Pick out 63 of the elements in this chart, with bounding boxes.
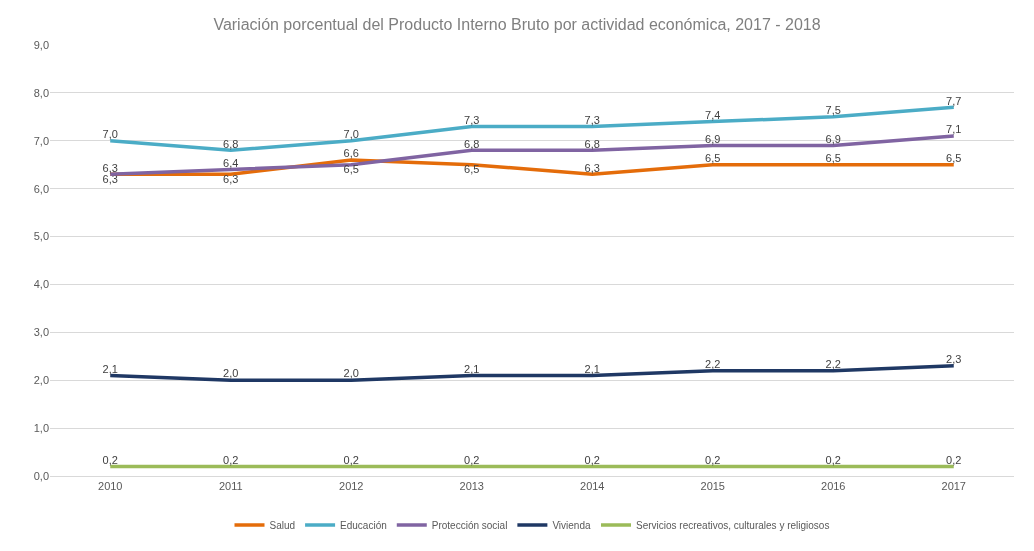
data-label: 6,8 <box>223 137 239 150</box>
x-tick-label: 2016 <box>821 480 846 493</box>
data-label: 2,2 <box>705 357 721 370</box>
x-tick-label: 2011 <box>218 480 243 493</box>
data-label: 6,9 <box>825 132 841 145</box>
data-label: 7,5 <box>825 104 841 117</box>
legend-label: Protección social <box>431 519 508 531</box>
y-tick-label: 4,0 <box>33 278 49 291</box>
data-label: 7,0 <box>343 128 359 141</box>
data-label: 7,0 <box>102 128 118 141</box>
legend-label: Vivienda <box>552 519 591 531</box>
data-label: 0,2 <box>946 453 962 466</box>
data-label: 6,5 <box>705 151 721 164</box>
data-label: 6,9 <box>705 132 721 145</box>
data-label: 2,1 <box>102 362 118 375</box>
data-label: 0,2 <box>825 453 841 466</box>
data-label: 2,3 <box>946 353 962 366</box>
legend-label: Servicios recreativos, culturales y religiosos <box>635 519 830 531</box>
y-tick-label: 6,0 <box>33 182 49 195</box>
y-tick-label: 2,0 <box>33 374 49 387</box>
x-tick-label: 2010 <box>98 480 123 493</box>
y-tick-label: 3,0 <box>33 326 49 339</box>
x-tick-label: 2015 <box>700 480 725 493</box>
data-label: 6,3 <box>584 161 600 174</box>
data-label: 6,4 <box>223 156 239 169</box>
data-label: 7,3 <box>584 113 600 126</box>
data-label: 6,5 <box>825 151 841 164</box>
data-label: 2,2 <box>825 357 841 370</box>
y-tick-label: 5,0 <box>33 230 49 243</box>
y-tick-label: 0,0 <box>33 469 49 482</box>
y-tick-label: 8,0 <box>33 86 49 99</box>
data-label: 6,3 <box>102 172 118 185</box>
x-tick-label: 2012 <box>339 480 364 493</box>
data-label: 0,2 <box>464 453 480 466</box>
data-label: 2,0 <box>223 367 239 380</box>
x-tick-label: 2013 <box>459 480 484 493</box>
legend-label: Educación <box>340 519 387 531</box>
x-tick-label: 2014 <box>580 480 605 493</box>
data-label: 6,8 <box>464 137 480 150</box>
y-tick-label: 9,0 <box>33 38 49 51</box>
data-label: 7,7 <box>946 94 962 107</box>
x-tick-label: 2017 <box>941 480 966 493</box>
data-label: 0,2 <box>223 453 239 466</box>
y-tick-label: 1,0 <box>33 421 49 434</box>
data-label: 0,2 <box>705 453 721 466</box>
data-label: 2,0 <box>343 367 359 380</box>
data-label: 7,3 <box>464 113 480 126</box>
data-label: 2,1 <box>464 362 480 375</box>
data-label: 2,1 <box>584 362 600 375</box>
data-label: 6,3 <box>102 161 118 174</box>
data-label: 7,4 <box>705 108 721 121</box>
data-label: 0,2 <box>102 453 118 466</box>
legend-label: Salud <box>269 519 296 531</box>
data-label: 6,5 <box>343 162 359 175</box>
data-label: 6,8 <box>584 137 600 150</box>
data-label: 6,3 <box>223 172 239 185</box>
data-label: 0,2 <box>584 453 600 466</box>
data-label: 7,1 <box>946 123 962 136</box>
data-label: 0,2 <box>343 453 359 466</box>
chart-title: Variación porcentual del Producto Interno Bruto por actividad económica, 2017 - 2018 <box>213 16 821 34</box>
y-tick-label: 7,0 <box>33 134 49 147</box>
data-label: 6,6 <box>343 147 359 160</box>
data-label: 6,5 <box>946 151 962 164</box>
